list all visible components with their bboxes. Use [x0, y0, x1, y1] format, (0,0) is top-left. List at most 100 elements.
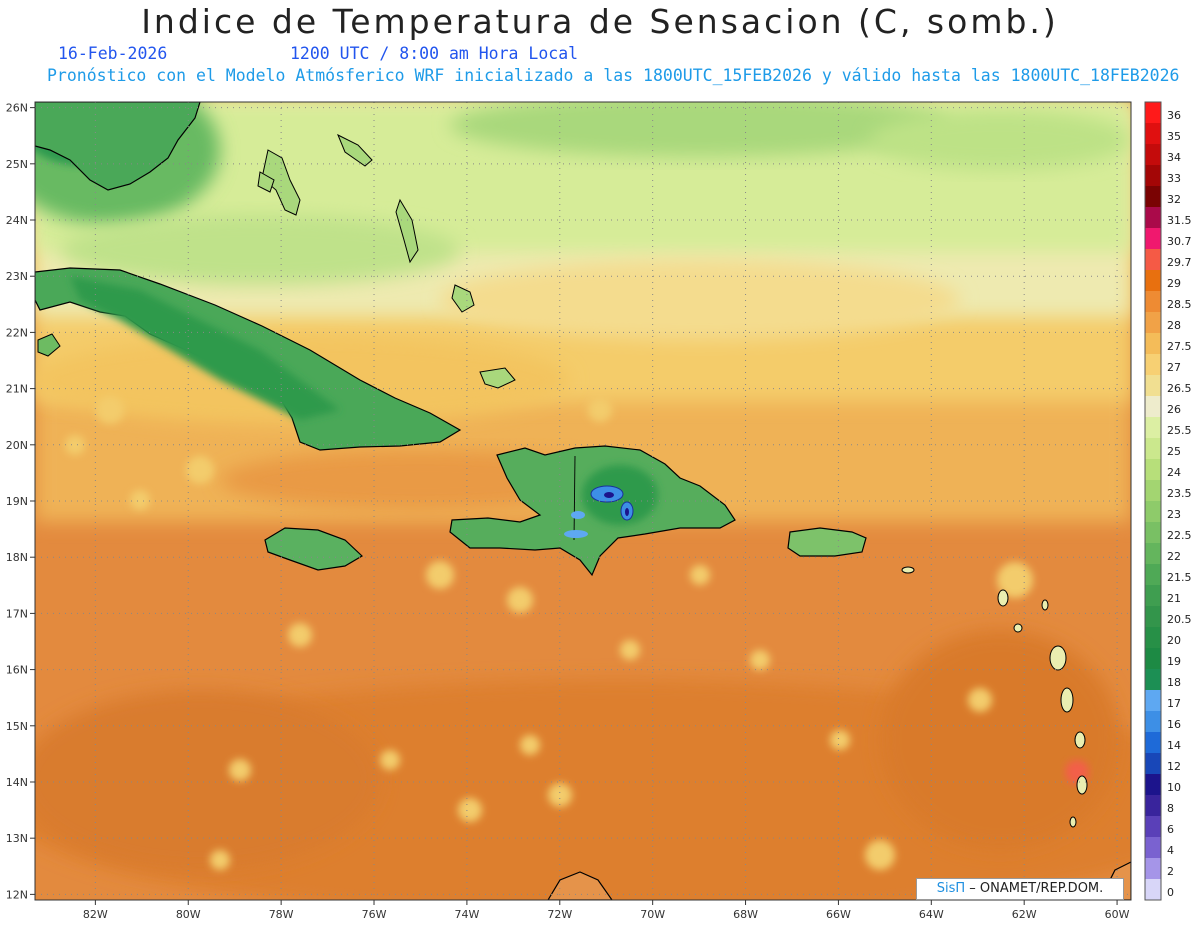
legend-swatch [1145, 396, 1161, 418]
valid-time: 1200 UTC / 8:00 am Hora Local [290, 44, 579, 63]
forecast-info: Pronóstico con el Modelo Atmósferico WRF… [47, 66, 1180, 85]
legend-label: 25 [1167, 445, 1181, 458]
legend-label: 10 [1167, 781, 1181, 794]
legend-swatch [1145, 102, 1161, 124]
legend-swatch [1145, 501, 1161, 523]
lon-label: 78W [269, 908, 294, 921]
legend-swatch [1145, 270, 1161, 292]
legend-label: 29.7 [1167, 256, 1192, 269]
valid-date: 16-Feb-2026 [58, 44, 168, 63]
legend-swatch [1145, 207, 1161, 229]
legend-swatch [1145, 669, 1161, 691]
legend-label: 14 [1167, 739, 1181, 752]
lon-label: 80W [176, 908, 201, 921]
legend-swatch [1145, 774, 1161, 796]
lat-label: 14N [6, 776, 28, 789]
legend-label: 35 [1167, 130, 1181, 143]
legend-label: 32 [1167, 193, 1181, 206]
legend-label: 34 [1167, 151, 1181, 164]
legend-label: 21 [1167, 592, 1181, 605]
legend-label: 23.5 [1167, 487, 1192, 500]
lat-label: 18N [6, 551, 28, 564]
legend-label: 20 [1167, 634, 1181, 647]
lat-label: 16N [6, 664, 28, 677]
legend-swatch [1145, 543, 1161, 565]
legend-swatch [1145, 165, 1161, 187]
legend-swatch [1145, 228, 1161, 250]
legend-swatch [1145, 690, 1161, 712]
lon-label: 74W [454, 908, 479, 921]
legend-label: 36 [1167, 109, 1181, 122]
legend-label: 0 [1167, 886, 1174, 899]
longitude-labels: 82W 80W 78W 76W 74W 72W 70W 68W 66W 64W 62W 60W [83, 900, 1130, 921]
legend-swatch [1145, 144, 1161, 166]
legend-swatch [1145, 249, 1161, 271]
color-legend: 36 35 34 33 32 31.5 30.7 29.7 29 28.5 28 27.5 27 26.5… [1144, 101, 1192, 901]
legend-label: 24 [1167, 466, 1181, 479]
lon-label: 82W [83, 908, 108, 921]
lon-label: 62W [1012, 908, 1037, 921]
lon-label: 60W [1105, 908, 1130, 921]
legend-swatch [1145, 564, 1161, 586]
legend-label: 26 [1167, 403, 1181, 416]
legend-swatch [1145, 438, 1161, 460]
lat-label: 23N [6, 270, 28, 283]
lon-label: 64W [919, 908, 944, 921]
lon-label: 72W [547, 908, 572, 921]
legend-swatch [1145, 333, 1161, 355]
legend-label: 19 [1167, 655, 1181, 668]
legend-swatch [1145, 858, 1161, 880]
legend-swatch [1145, 312, 1161, 334]
lat-label: 24N [6, 214, 28, 227]
legend-label: 30.7 [1167, 235, 1192, 248]
legend-swatch [1145, 123, 1161, 145]
legend-swatch [1145, 732, 1161, 754]
lat-label: 21N [6, 383, 28, 396]
legend-label: 22.5 [1167, 529, 1192, 542]
legend-swatch [1145, 879, 1161, 901]
legend-label: 20.5 [1167, 613, 1192, 626]
legend-label: 27 [1167, 361, 1181, 374]
legend-label: 33 [1167, 172, 1181, 185]
shaded-field [35, 102, 1131, 900]
legend-label: 26.5 [1167, 382, 1192, 395]
credit-text: – ONAMET/REP.DOM. [965, 881, 1104, 896]
legend-swatch [1145, 375, 1161, 397]
credit-box: SisΠ – ONAMET/REP.DOM. [916, 878, 1124, 900]
lat-label: 20N [6, 439, 28, 452]
legend-label: 12 [1167, 760, 1181, 773]
legend-label: 17 [1167, 697, 1181, 710]
legend-swatch [1145, 648, 1161, 670]
lat-label: 13N [6, 832, 28, 845]
legend-swatch [1145, 753, 1161, 775]
lat-label: 15N [6, 720, 28, 733]
legend-swatch [1145, 522, 1161, 544]
legend-label: 27.5 [1167, 340, 1192, 353]
legend-swatch [1145, 837, 1161, 859]
legend-swatch [1145, 795, 1161, 817]
legend-swatch [1145, 354, 1161, 376]
legend-label: 16 [1167, 718, 1181, 731]
legend-label: 2 [1167, 865, 1174, 878]
lon-label: 66W [826, 908, 851, 921]
legend-label: 23 [1167, 508, 1181, 521]
legend-label: 31.5 [1167, 214, 1192, 227]
legend-label: 25.5 [1167, 424, 1192, 437]
lat-label: 12N [6, 888, 28, 901]
graticule [35, 102, 1131, 900]
legend-label: 28.5 [1167, 298, 1192, 311]
lat-label: 25N [6, 158, 28, 171]
map-title: Indice de Temperatura de Sensacion (C, s… [141, 2, 1059, 41]
lon-label: 68W [733, 908, 758, 921]
sispi-logo-text: SisΠ [936, 881, 966, 896]
legend-label: 29 [1167, 277, 1181, 290]
legend-swatch [1145, 585, 1161, 607]
lon-label: 70W [640, 908, 665, 921]
legend-label: 28 [1167, 319, 1181, 332]
legend-swatch [1145, 606, 1161, 628]
legend-swatch [1145, 627, 1161, 649]
lat-label: 26N [6, 102, 28, 115]
lon-label: 76W [362, 908, 387, 921]
legend-swatch [1145, 711, 1161, 733]
